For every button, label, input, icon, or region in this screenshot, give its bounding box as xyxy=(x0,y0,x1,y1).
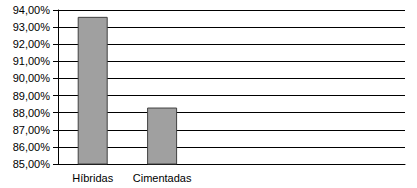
svg-text:88,00%: 88,00% xyxy=(13,107,51,119)
svg-text:91,00%: 91,00% xyxy=(13,55,51,67)
svg-text:86,00%: 86,00% xyxy=(13,141,51,153)
svg-text:93,00%: 93,00% xyxy=(13,21,51,33)
svg-text:87,00%: 87,00% xyxy=(13,124,51,136)
svg-text:94,00%: 94,00% xyxy=(13,4,51,16)
svg-text:Cimentadas: Cimentadas xyxy=(133,172,192,184)
svg-text:Híbridas: Híbridas xyxy=(72,172,113,184)
svg-text:90,00%: 90,00% xyxy=(13,72,51,84)
svg-text:85,00%: 85,00% xyxy=(13,158,51,170)
svg-text:92,00%: 92,00% xyxy=(13,38,51,50)
svg-text:89,00%: 89,00% xyxy=(13,90,51,102)
